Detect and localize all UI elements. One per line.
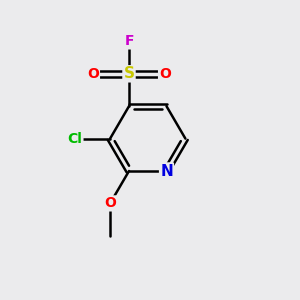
Text: O: O [104, 196, 116, 210]
Text: N: N [160, 164, 173, 178]
Text: S: S [124, 66, 134, 81]
Text: O: O [87, 67, 99, 81]
Text: O: O [159, 67, 171, 81]
Text: Cl: Cl [68, 132, 82, 145]
Text: F: F [124, 34, 134, 48]
